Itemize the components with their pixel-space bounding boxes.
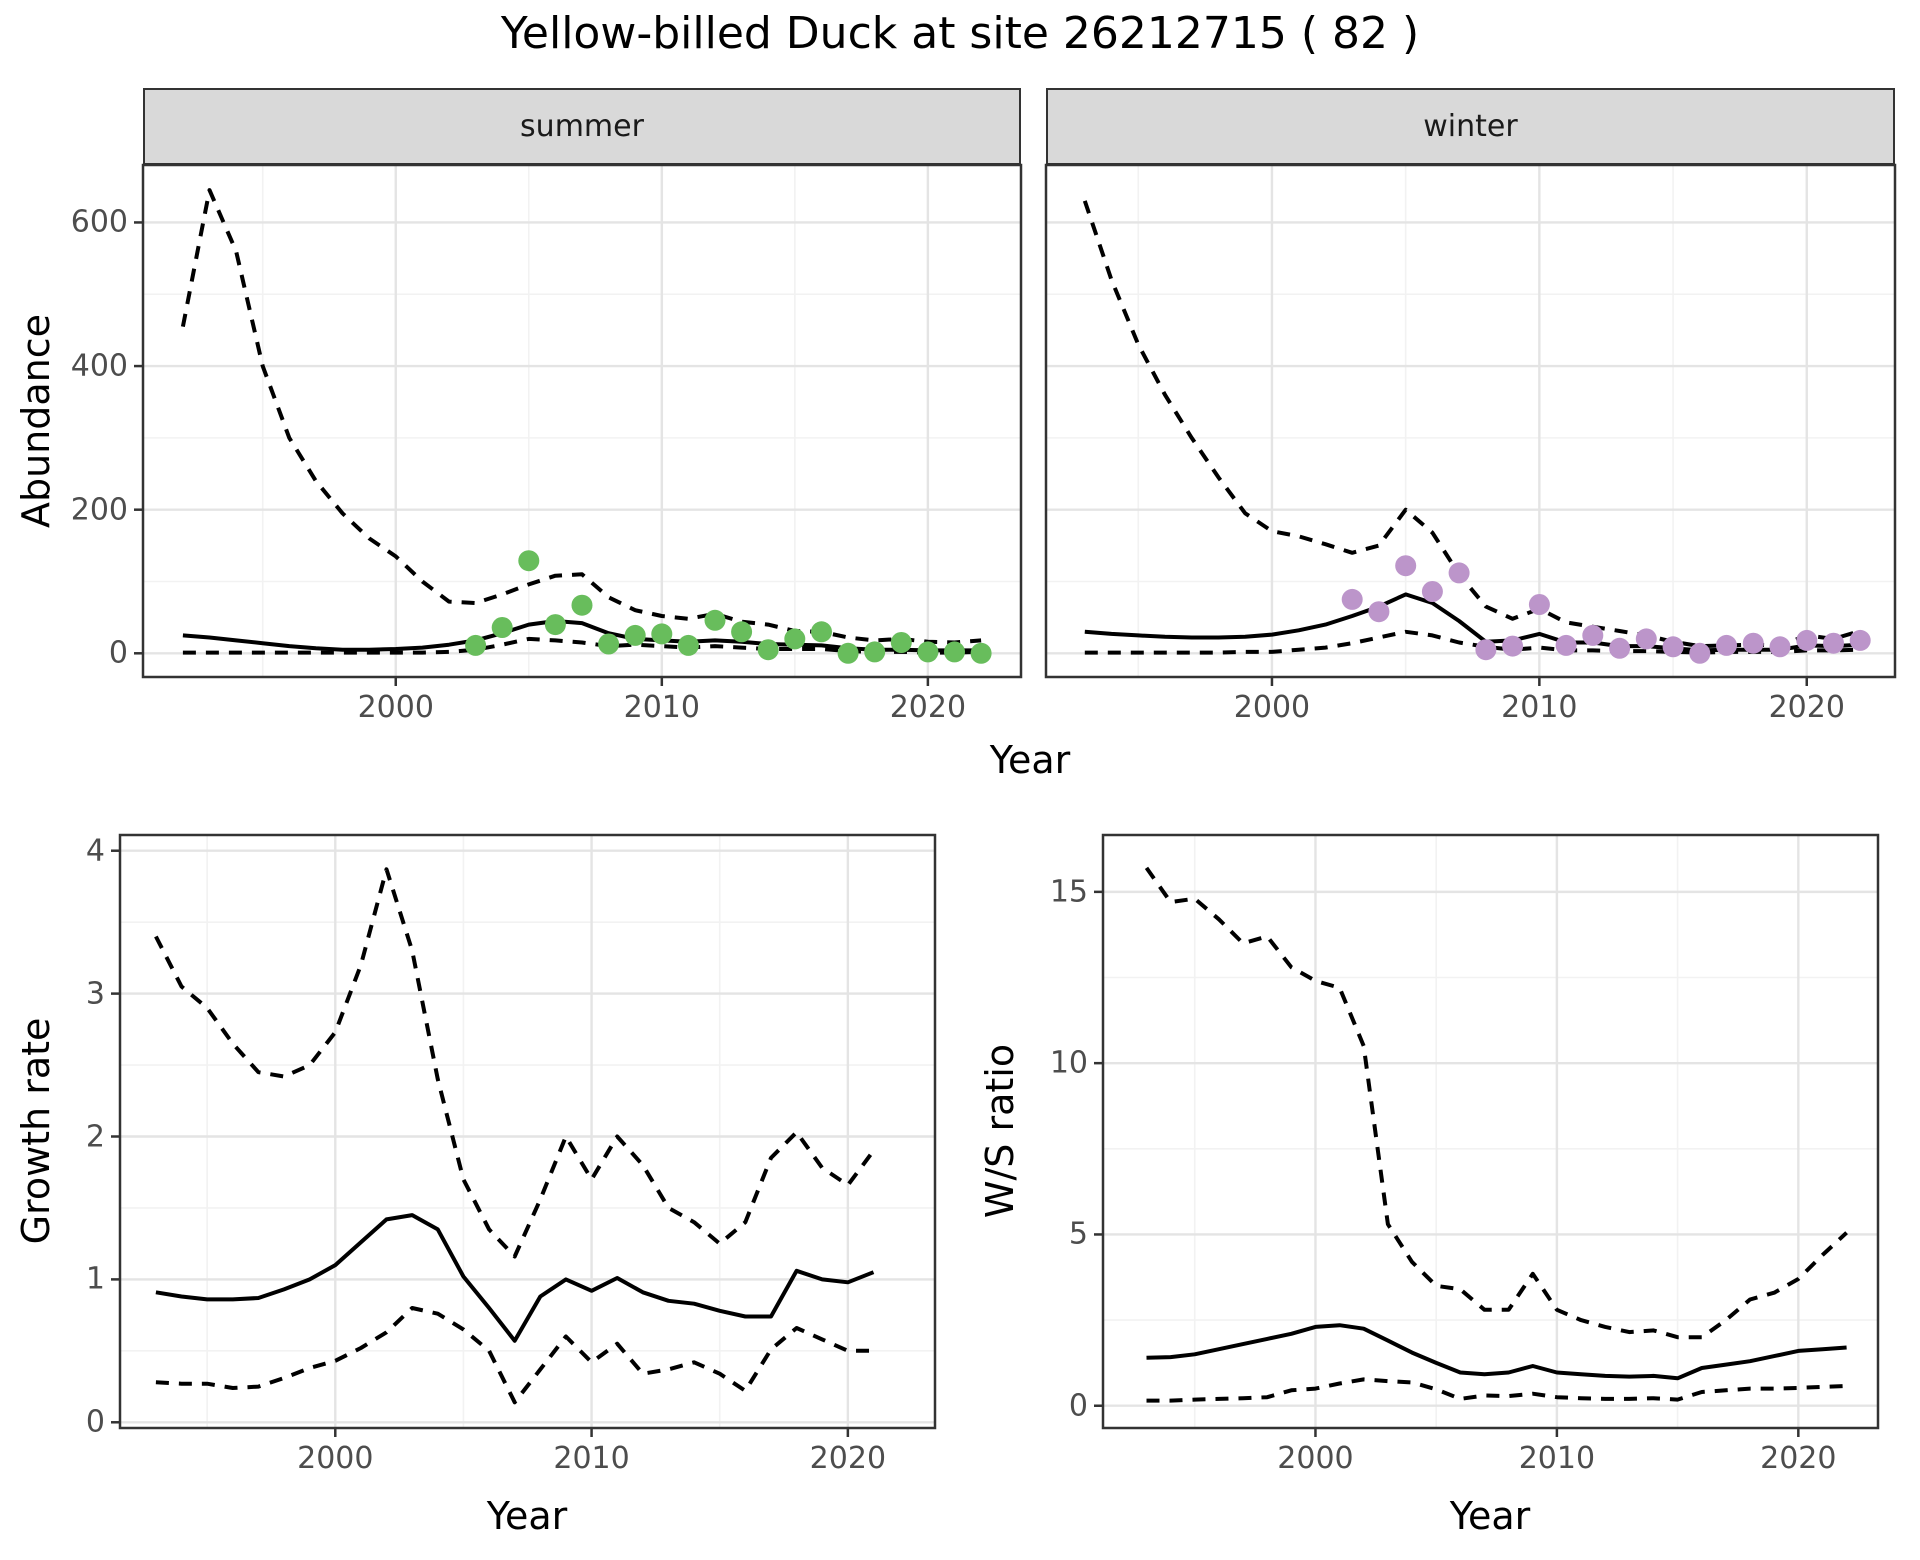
observed-count-winter-point [1368, 601, 1390, 623]
observed-count-summer-point [677, 634, 699, 656]
y-tick-label: 15 [1049, 874, 1088, 910]
observed-count-summer-point [491, 617, 513, 638]
observed-count-winter-point [1742, 632, 1764, 654]
growth-rate-upper-95ci-line [154, 867, 876, 1259]
y-tick-label: 0 [108, 635, 128, 671]
observed-count-summer-point [598, 633, 620, 655]
y-tick-label: 0 [85, 1404, 105, 1440]
observed-count-winter-point [1689, 642, 1711, 664]
y-tick-label: 2 [85, 1119, 105, 1154]
observed-count-winter-point [1609, 637, 1631, 659]
observed-count-summer-point [624, 624, 646, 646]
x-tick-label: 2000 [1233, 690, 1311, 725]
observed-count-summer-point [757, 639, 779, 661]
observed-count-winter-point [1502, 635, 1524, 657]
observed-count-summer-point [704, 609, 726, 631]
y-axis-title-abundance: Abundance [14, 313, 58, 529]
y-tick-label: 400 [70, 348, 128, 384]
x-tick-label: 2000 [1277, 1441, 1354, 1476]
y-axis-title-ws-ratio: W/S ratio [978, 1043, 1022, 1219]
observed-count-summer-point [917, 641, 939, 663]
growth-rate-panel-background [120, 835, 935, 1428]
x-tick-label: 2010 [553, 1441, 630, 1476]
growth-rate-model-estimate-line [155, 1213, 875, 1343]
y-axis-title-growth-rate: Growth rate [14, 1017, 58, 1245]
x-axis-title-year-growth: Year [486, 1494, 568, 1538]
y-tick-label: 200 [70, 492, 128, 528]
observed-count-summer-point [571, 594, 593, 616]
abundance-winter-panel-background [1046, 165, 1895, 677]
y-tick-label: 4 [85, 833, 105, 869]
observed-count-summer-point [651, 623, 673, 645]
observed-count-summer-point [837, 642, 859, 664]
observed-count-winter-point [1448, 562, 1470, 584]
abundance-summer-upper-95ci-line [180, 188, 982, 645]
observed-count-summer-point [465, 634, 487, 656]
ws-ratio-lower-95ci-line [1146, 1377, 1847, 1403]
y-tick-label: 10 [1049, 1045, 1088, 1081]
observed-count-summer-point [784, 628, 806, 650]
y-tick-label: 3 [85, 976, 105, 1012]
observed-count-summer-point [864, 641, 886, 663]
abundance-summer-panel-background [143, 165, 1021, 677]
ws-ratio-panel-background [1103, 835, 1878, 1428]
observed-count-winter-point [1769, 636, 1791, 658]
observed-count-winter-point [1421, 581, 1443, 602]
observed-count-winter-point [1395, 555, 1417, 577]
facet-strip-summer: summer [143, 88, 1021, 165]
observed-count-summer-point [970, 642, 992, 664]
y-tick-label: 1 [85, 1261, 105, 1297]
observed-count-winter-point [1662, 636, 1684, 658]
x-tick-label: 2000 [297, 1441, 374, 1476]
observed-count-winter-point [1796, 629, 1818, 651]
ws-ratio-panel-border [1101, 833, 1880, 1430]
observed-count-summer-point [518, 550, 540, 572]
ws-ratio-model-estimate-line [1146, 1323, 1847, 1381]
abundance-winter-panel-border [1044, 163, 1897, 679]
y-tick-label: 600 [70, 204, 128, 240]
facet-strip-winter: winter [1046, 88, 1895, 165]
y-tick-label: 5 [1068, 1216, 1088, 1252]
observed-count-winter-point [1823, 632, 1844, 654]
x-tick-label: 2010 [623, 690, 700, 725]
abundance-summer-panel-border [141, 163, 1023, 679]
x-tick-label: 2020 [1768, 690, 1845, 725]
growth-rate-lower-95ci-line [155, 1306, 874, 1405]
observed-count-winter-point [1849, 629, 1871, 651]
x-tick-label: 2020 [1760, 1441, 1837, 1476]
x-tick-label: 2020 [889, 690, 967, 725]
observed-count-winter-point [1475, 639, 1497, 661]
observed-count-winter-point [1582, 624, 1604, 646]
ws-ratio-upper-95ci-line [1144, 866, 1848, 1340]
x-axis-title-year-ws: Year [1449, 1494, 1531, 1538]
facet-strip-summer-label: summer [520, 109, 644, 144]
x-tick-label: 2020 [809, 1441, 887, 1476]
observed-count-winter-point [1635, 628, 1657, 650]
x-axis-title-year-top: Year [989, 738, 1071, 782]
observed-count-winter-point [1555, 634, 1577, 656]
x-tick-label: 2000 [357, 690, 434, 725]
y-tick-label: 0 [1068, 1388, 1088, 1424]
observed-count-summer-point [731, 621, 753, 643]
observed-count-summer-point [944, 641, 965, 663]
observed-count-summer-point [544, 614, 566, 636]
x-tick-label: 2010 [1501, 690, 1578, 725]
growth-rate-panel-border [118, 833, 937, 1430]
observed-count-winter-point [1528, 594, 1550, 615]
observed-count-winter-point [1341, 588, 1363, 610]
observed-count-summer-point [811, 621, 832, 643]
page-title: Yellow-billed Duck at site 26212715 ( 82… [500, 8, 1420, 59]
observed-count-winter-point [1716, 634, 1737, 656]
observed-count-summer-point [890, 632, 912, 653]
facet-strip-winter-label: winter [1423, 109, 1518, 144]
x-tick-label: 2010 [1518, 1441, 1596, 1476]
